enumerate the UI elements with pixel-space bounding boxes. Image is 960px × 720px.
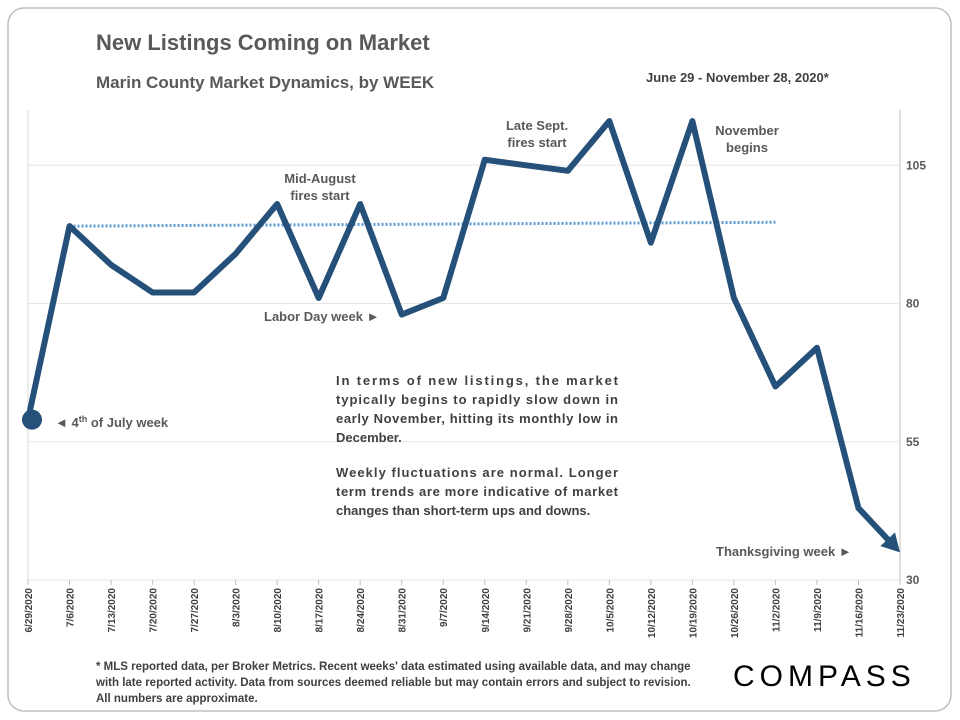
x-tick-label: 7/6/2020 bbox=[66, 588, 77, 627]
footnote: * MLS reported data, per Broker Metrics.… bbox=[96, 661, 691, 673]
y-tick-label: 80 bbox=[906, 297, 920, 311]
annotation-part: ◄ 4 bbox=[55, 415, 79, 430]
x-tick-label: 11/9/2020 bbox=[813, 588, 824, 632]
logo: COMPASS bbox=[733, 660, 916, 693]
annotation: Mid-August bbox=[284, 171, 356, 186]
annotation: fires start bbox=[507, 135, 567, 150]
x-tick-label: 10/19/2020 bbox=[688, 588, 699, 638]
x-tick-label: 6/29/2020 bbox=[24, 588, 35, 633]
footnote: with late reported activity. Data from s… bbox=[95, 677, 691, 689]
y-tick-label: 105 bbox=[906, 158, 926, 172]
trend-line bbox=[69, 220, 776, 228]
note-line: Weekly fluctuations are normal. Longer bbox=[336, 465, 618, 480]
y-tick-label: 55 bbox=[906, 435, 920, 449]
note-line: In terms of new listings, the market bbox=[336, 373, 619, 388]
annotation: ◄ 4th of July week bbox=[55, 414, 169, 430]
x-tick-label: 9/7/2020 bbox=[439, 588, 450, 627]
x-tick-label: 7/20/2020 bbox=[149, 588, 160, 633]
x-tick-label: 9/14/2020 bbox=[481, 588, 492, 633]
x-tick-label: 8/3/2020 bbox=[232, 588, 243, 627]
note-line: December. bbox=[336, 430, 402, 445]
x-tick-label: 8/10/2020 bbox=[273, 588, 284, 633]
annotation: Late Sept. bbox=[506, 118, 568, 133]
date-range: June 29 - November 28, 2020* bbox=[646, 70, 830, 85]
x-tick-label: 10/5/2020 bbox=[605, 588, 616, 633]
annotation: fires start bbox=[290, 188, 350, 203]
x-tick-label: 7/27/2020 bbox=[190, 588, 201, 633]
end-arrow bbox=[880, 532, 900, 553]
footnote: All numbers are approximate. bbox=[96, 693, 258, 705]
note-line: term trends are more indicative of marke… bbox=[336, 484, 619, 499]
annotation-part: of July week bbox=[87, 415, 169, 430]
x-tick-label: 11/2/2020 bbox=[771, 588, 782, 632]
annotation: November bbox=[715, 123, 779, 138]
x-tick-label: 11/16/2020 bbox=[854, 588, 865, 638]
chart-subtitle: Marin County Market Dynamics, by WEEK bbox=[96, 73, 435, 92]
x-tick-label: 10/26/2020 bbox=[730, 588, 741, 638]
x-tick-label: 8/31/2020 bbox=[398, 588, 409, 633]
x-tick-label: 8/24/2020 bbox=[356, 588, 367, 633]
note-line: typically begins to rapidly slow down in bbox=[336, 392, 618, 407]
annotation: begins bbox=[726, 140, 768, 155]
y-tick-label: 30 bbox=[906, 573, 920, 587]
x-tick-label: 9/21/2020 bbox=[522, 588, 533, 633]
x-tick-label: 8/17/2020 bbox=[315, 588, 326, 633]
x-tick-label: 9/28/2020 bbox=[564, 588, 575, 633]
annotation: Labor Day week ► bbox=[264, 309, 379, 324]
note-line: early November, hitting its monthly low … bbox=[336, 411, 618, 426]
note-line: changes than short-term ups and downs. bbox=[336, 503, 590, 518]
frame bbox=[7, 7, 952, 712]
chart-title: New Listings Coming on Market bbox=[96, 30, 430, 55]
x-tick-label: 11/23/2020 bbox=[896, 588, 907, 638]
x-tick-label: 10/12/2020 bbox=[647, 588, 658, 638]
series-line bbox=[25, 118, 895, 547]
annotation-part: th bbox=[79, 414, 88, 424]
annotation: Thanksgiving week ► bbox=[716, 544, 852, 559]
start-marker bbox=[22, 409, 42, 430]
x-tick-label: 7/13/2020 bbox=[107, 588, 118, 633]
